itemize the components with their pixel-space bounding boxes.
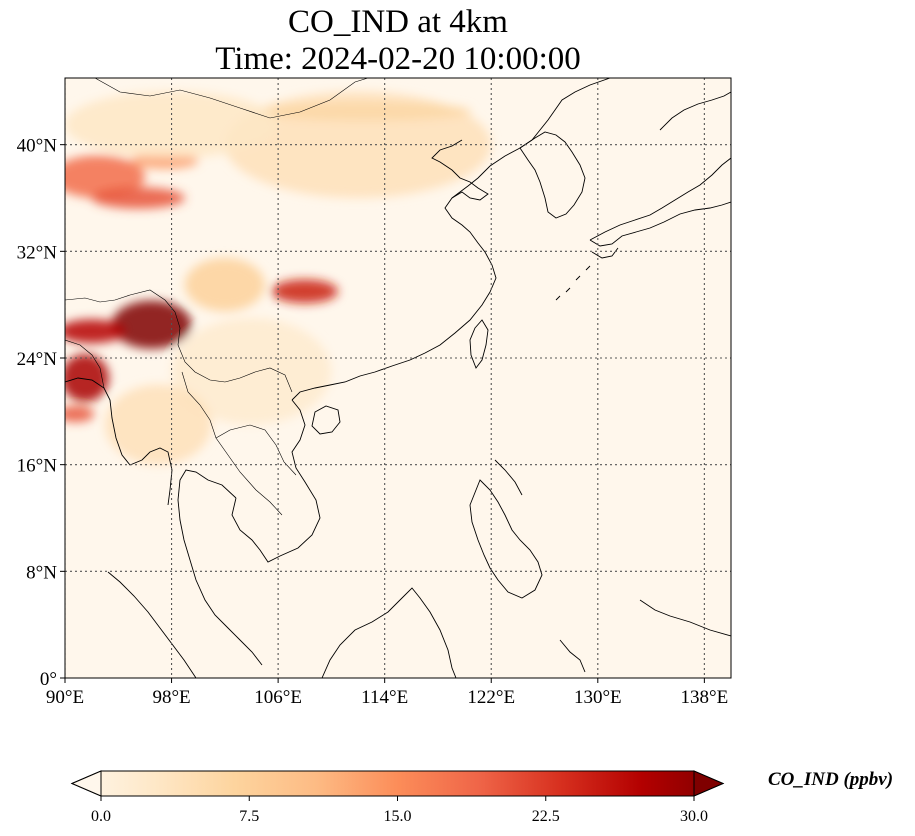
lon-tick-label: 114°E: [361, 687, 408, 708]
colorbar: 0.0 7.5 15.0 22.5 30.0: [70, 770, 725, 825]
plume-5: [65, 354, 109, 402]
country-borders: [65, 78, 369, 516]
axis-ticks: 90°E 98°E 106°E 114°E 122°E 130°E 138°E 0° 8°N 16…: [17, 136, 729, 708]
colorbar-ticks: 0.0 7.5 15.0 22.5 30.0: [70, 770, 725, 825]
lon-tick-label: 130°E: [574, 687, 622, 708]
map-title-variable: CO_IND at 4km: [288, 4, 508, 40]
concentration-field: [65, 91, 492, 465]
plume-10: [258, 102, 472, 121]
colorbar-title: CO_IND (ppbv): [768, 769, 894, 790]
colorbar-tick-label: 7.5: [239, 808, 259, 825]
map-frame: [64, 77, 732, 679]
coastlines: [65, 78, 731, 678]
lat-tick-label: 24°N: [17, 349, 58, 370]
colorbar-tick-label: 22.5: [532, 808, 560, 825]
plume-4: [65, 319, 125, 344]
lat-tick-label: 8°N: [26, 562, 57, 583]
lat-tick-label: 40°N: [17, 136, 58, 157]
lat-tick-label: 16°N: [17, 456, 58, 477]
lon-tick-label: 98°E: [152, 687, 190, 708]
lat-tick-label: 32°N: [17, 242, 58, 263]
plume-8: [184, 258, 265, 312]
plume-7: [271, 279, 339, 304]
colorbar-ramp: [70, 770, 725, 797]
graticule: [65, 78, 731, 678]
plume-13: [104, 384, 212, 465]
map-title-time: Time: 2024-02-20 10:00:00: [215, 41, 581, 77]
colorbar-tick-label: 15.0: [384, 808, 412, 825]
lon-tick-label: 122°E: [467, 687, 515, 708]
colorbar-extend-min: [70, 770, 102, 797]
lat-tick-label: 0°: [40, 669, 57, 690]
plume-1: [91, 187, 185, 209]
plume-6: [65, 406, 95, 422]
lon-tick-label: 90°E: [46, 687, 84, 708]
map-plot-area: [65, 78, 731, 678]
lon-tick-label: 106°E: [254, 687, 302, 708]
plume-3: [111, 300, 192, 349]
lon-tick-label: 138°E: [681, 687, 729, 708]
colorbar-tick-label: 0.0: [91, 808, 111, 825]
colorbar-tick-label: 30.0: [680, 808, 708, 825]
colorbar-extend-max: [693, 770, 725, 797]
plume-12: [171, 318, 332, 425]
plume-0: [65, 155, 145, 198]
